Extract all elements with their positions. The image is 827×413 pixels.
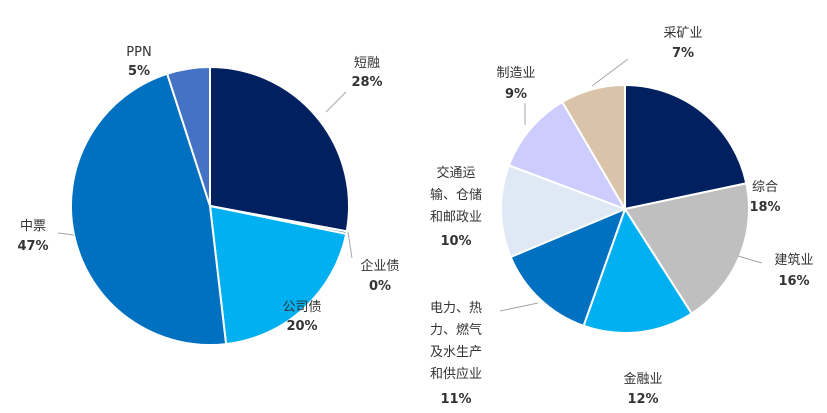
- svg-text:力、燃气: 力、燃气: [430, 322, 482, 338]
- slice-value-power: 11%: [440, 392, 471, 407]
- slice-label-manufacturing: 制造业: [496, 66, 535, 81]
- labels-left: 短融 28% 企业债 0% 公司债 20% 中票 47% PPN 5%: [17, 45, 399, 334]
- slice-value-construction: 16%: [778, 274, 809, 289]
- svg-text:及水生产: 及水生产: [430, 345, 482, 360]
- slice-label-construction: 建筑业: [774, 252, 813, 268]
- pie-chart-bond-types: [69, 65, 350, 346]
- bond-type-slice-4: [165, 65, 211, 207]
- slice-value-manufacturing: 9%: [505, 87, 527, 102]
- svg-text:交通运: 交通运: [436, 165, 475, 181]
- slice-label-mining: 采矿业: [663, 26, 702, 41]
- svg-text:电力、热: 电力、热: [430, 301, 482, 316]
- slice-label-enterprise-bond: 企业债: [360, 258, 399, 274]
- industry-slice-4: [500, 164, 628, 259]
- pie-chart-industries: [500, 83, 750, 334]
- svg-text:输、仓储: 输、仓储: [430, 187, 482, 203]
- industry-slice-2: [582, 206, 694, 334]
- slice-value-mtn: 47%: [17, 239, 48, 254]
- slice-value-mining: 7%: [672, 46, 694, 61]
- slice-value-comprehensive: 18%: [749, 200, 780, 215]
- slice-value-finance: 12%: [627, 392, 658, 407]
- bond-type-slice-3: [69, 72, 228, 346]
- bond-type-slice-2: [208, 204, 348, 346]
- slice-label-comprehensive: 综合: [752, 180, 778, 195]
- slice-value-ppn: 5%: [128, 64, 150, 79]
- slice-label-short-financing: 短融: [354, 56, 380, 71]
- slice-value-enterprise-bond: 0%: [369, 279, 391, 294]
- industry-slice-1: [623, 182, 750, 315]
- industry-slice-5: [507, 100, 628, 211]
- leader-line-short-financing: [325, 91, 347, 113]
- slice-label-mtn: 中票: [20, 219, 46, 234]
- slice-value-short-financing: 28%: [351, 75, 382, 90]
- industry-slice-6: [560, 83, 626, 213]
- svg-text:和供应业: 和供应业: [430, 366, 482, 382]
- leader-line-mtn: [57, 232, 75, 236]
- leader-lines-left: [57, 91, 353, 259]
- slice-label-finance: 金融业: [623, 371, 662, 387]
- leader-line-mining: [591, 58, 629, 87]
- slice-label-ppn: PPN: [126, 45, 151, 60]
- industry-slice-3: [509, 207, 627, 328]
- slice-label-transport: 交通运 输、仓储 和邮政业: [430, 165, 482, 225]
- leader-lines-right: [499, 58, 763, 312]
- slice-value-corporate-bond: 20%: [286, 319, 317, 334]
- labels-right: 综合 18% 建筑业 16% 金融业 12% 电力、热 力、燃气 及水生产 和供…: [430, 26, 814, 407]
- slice-value-transport: 10%: [440, 234, 471, 249]
- leader-line-enterprise-bond: [347, 231, 353, 259]
- leader-line-construction: [737, 255, 763, 264]
- bond-type-slice-0: [209, 65, 350, 233]
- slice-label-corporate-bond: 公司债: [282, 300, 321, 315]
- leader-line-power: [499, 302, 539, 312]
- svg-text:和邮政业: 和邮政业: [430, 210, 482, 225]
- industry-slice-0: [624, 83, 748, 211]
- slice-label-power: 电力、热 力、燃气 及水生产 和供应业: [430, 301, 482, 382]
